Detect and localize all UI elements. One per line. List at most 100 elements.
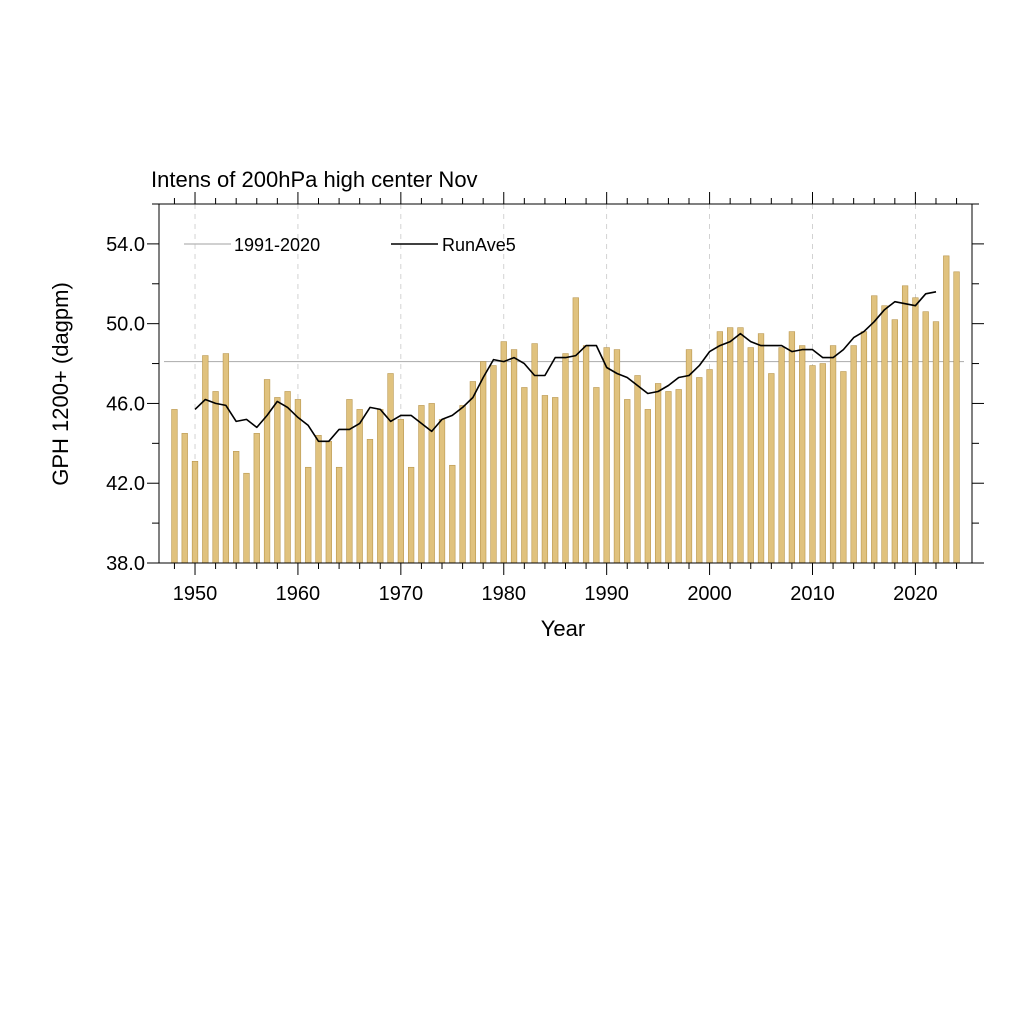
bar-1972 <box>418 405 425 564</box>
bar-2006 <box>768 373 775 564</box>
y-tick-label: 46.0 <box>106 393 145 415</box>
bar-1951 <box>202 355 209 564</box>
x-tick-label: 1970 <box>379 583 424 605</box>
running-mean-group <box>194 291 937 443</box>
bar-1949 <box>181 433 188 564</box>
bar-1963 <box>325 441 332 564</box>
bar-2022 <box>932 321 940 564</box>
bar-2009 <box>799 345 806 564</box>
y-tick-label: 38.0 <box>106 553 145 575</box>
bar-1983 <box>531 343 538 564</box>
tick-labels: 38.0 42.0 46.0 50.0 54.0 1950 1960 1970 1980 1990… <box>106 234 938 605</box>
x-tick-label: 1950 <box>173 583 218 605</box>
bar-1973 <box>428 403 435 564</box>
bar-2016 <box>871 295 878 564</box>
x-tick-label: 2000 <box>687 583 732 605</box>
bar-1960 <box>294 399 302 564</box>
y-tick-label: 42.0 <box>106 473 145 495</box>
bar-1975 <box>449 464 456 564</box>
bar-1994 <box>644 409 651 564</box>
bar-1993 <box>634 375 641 564</box>
x-axis-title: Year <box>541 616 585 641</box>
bar-1980 <box>500 341 507 564</box>
running-mean-line <box>194 291 937 443</box>
bar-1965 <box>346 399 353 564</box>
bar-1955 <box>243 472 250 564</box>
bar-2003 <box>737 327 744 564</box>
bar-1948 <box>171 409 178 564</box>
bar-1950 <box>191 460 199 564</box>
bar-1958 <box>274 397 281 564</box>
bar-1981 <box>510 349 518 564</box>
bar-1969 <box>387 373 394 564</box>
bar-1985 <box>552 397 559 564</box>
bar-1982 <box>521 387 528 564</box>
bar-1976 <box>459 405 466 564</box>
x-tick-label: 1990 <box>584 583 629 605</box>
bar-1997 <box>675 389 682 564</box>
bar-1988 <box>582 345 590 564</box>
bar-1999 <box>696 377 703 564</box>
bar-1957 <box>263 379 271 564</box>
bar-1992 <box>624 399 631 564</box>
bar-1966 <box>356 409 363 564</box>
bar-2020 <box>912 297 919 564</box>
bar-2000 <box>706 369 713 564</box>
bar-1986 <box>562 353 569 564</box>
x-tick-label: 1980 <box>482 583 527 605</box>
bar-1996 <box>665 391 672 564</box>
bar-1974 <box>438 419 446 564</box>
y-axis-title: GPH 1200+ (dagpm) <box>48 282 73 486</box>
bar-2001 <box>716 331 723 564</box>
bar-2021 <box>922 311 929 564</box>
chart-title: Intens of 200hPa high center Nov <box>151 167 478 192</box>
y-tick-label: 50.0 <box>106 314 145 336</box>
bar-1979 <box>490 365 497 564</box>
bar-1954 <box>233 451 240 564</box>
bar-1987 <box>572 297 579 564</box>
bar-2004 <box>747 347 754 564</box>
bar-1978 <box>480 361 487 564</box>
bar-1990 <box>603 347 610 564</box>
bar-1989 <box>593 387 600 564</box>
bar-1961 <box>305 466 312 564</box>
bar-1970 <box>397 419 404 564</box>
bar-2007 <box>778 347 785 564</box>
legend-runave-label: RunAve5 <box>442 235 516 255</box>
bar-2005 <box>757 333 765 564</box>
bars <box>171 255 960 564</box>
bar-1952 <box>212 391 219 564</box>
bar-2012 <box>829 345 837 564</box>
bar-2010 <box>809 365 816 564</box>
bar-1962 <box>315 435 322 564</box>
bar-1998 <box>685 349 693 564</box>
bar-1959 <box>284 391 291 564</box>
bar-1967 <box>366 439 374 564</box>
legend: 1991-2020 RunAve5 <box>184 235 516 255</box>
bar-2013 <box>840 371 847 564</box>
bar-1953 <box>222 353 230 564</box>
bar-1964 <box>335 466 343 564</box>
bar-2015 <box>860 331 868 564</box>
bar-2011 <box>819 363 826 564</box>
bar-1991 <box>613 349 621 564</box>
x-tick-label: 1960 <box>276 583 321 605</box>
axis-ticks <box>147 192 984 575</box>
bar-2019 <box>901 285 909 564</box>
bar-1956 <box>253 433 260 564</box>
y-tick-label: 54.0 <box>106 234 145 256</box>
bar-2018 <box>891 319 898 564</box>
bar-2008 <box>788 331 796 564</box>
bar-1984 <box>541 395 549 564</box>
legend-climatology-label: 1991-2020 <box>234 235 320 255</box>
bar-2017 <box>881 305 888 564</box>
bar-1971 <box>408 466 415 564</box>
bar-1968 <box>377 409 384 564</box>
bar-1977 <box>469 381 477 564</box>
bar-2002 <box>727 327 734 564</box>
x-tick-label: 2010 <box>790 583 835 605</box>
bar-2014 <box>850 345 857 564</box>
bar-2023 <box>943 255 950 564</box>
